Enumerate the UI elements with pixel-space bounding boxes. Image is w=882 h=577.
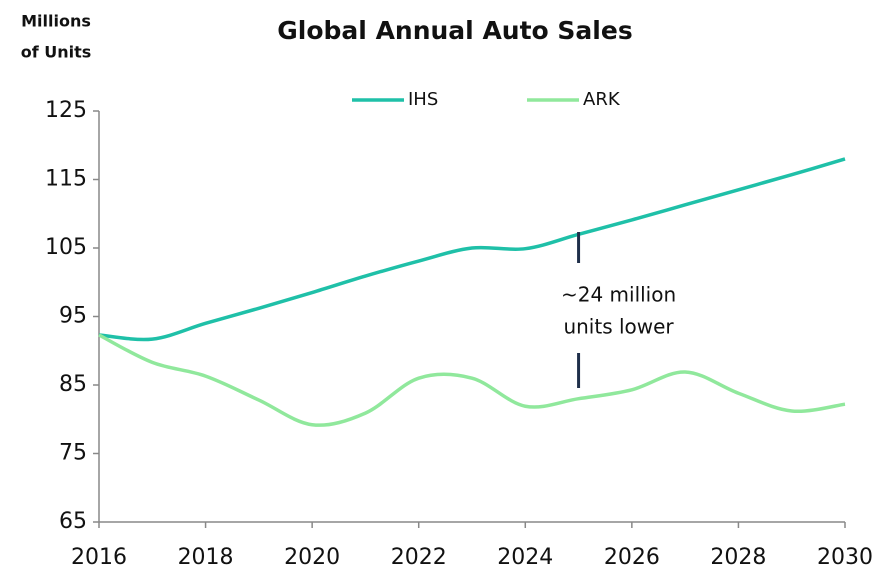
x-tick-label: 2018 <box>178 545 234 570</box>
x-tick-label: 2020 <box>284 545 340 570</box>
annotation: ~24 million <box>561 283 676 307</box>
y-axis-label: Millions <box>21 12 91 31</box>
x-tick-label: 2028 <box>710 545 766 570</box>
y-tick-label: 95 <box>59 304 87 329</box>
chart-title: Global Annual Auto Sales <box>277 16 632 45</box>
series-line <box>98 333 846 427</box>
legend-label: ARK <box>583 89 621 110</box>
x-tick-label: 2030 <box>817 545 873 570</box>
legend-label: IHS <box>408 89 438 110</box>
series-line <box>98 157 846 342</box>
y-tick-label: 75 <box>59 441 87 466</box>
y-tick-label: 65 <box>59 509 87 534</box>
x-tick-label: 2016 <box>71 545 127 570</box>
y-tick-label: 105 <box>45 235 87 260</box>
x-tick-label: 2026 <box>604 545 660 570</box>
y-axis-label: of Units <box>21 43 92 62</box>
x-tick-label: 2022 <box>391 545 447 570</box>
y-tick-label: 115 <box>45 167 87 192</box>
y-tick-label: 125 <box>45 98 87 123</box>
annotation: units lower <box>563 315 674 339</box>
x-tick-label: 2024 <box>497 545 553 570</box>
y-tick-label: 85 <box>59 372 87 397</box>
